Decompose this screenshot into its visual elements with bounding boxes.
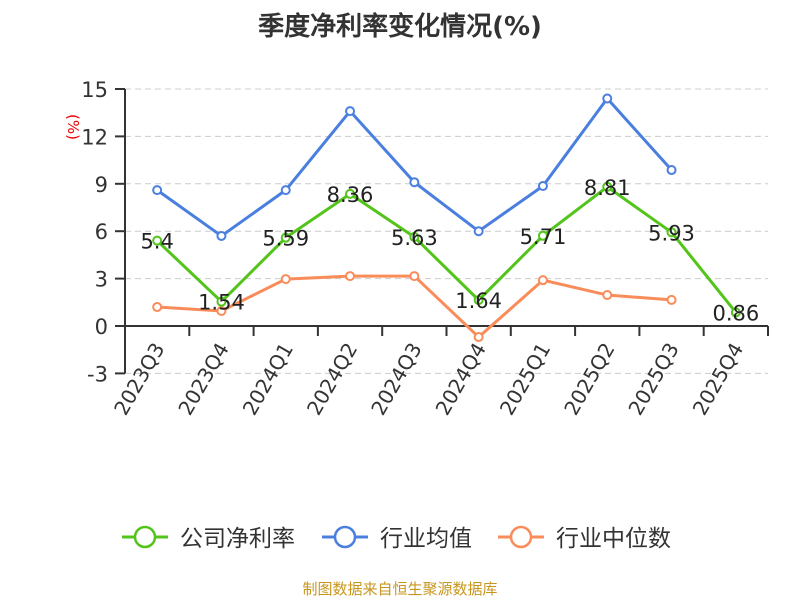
x-tick-label: 2023Q3: [109, 339, 169, 420]
data-label: 5.71: [520, 225, 567, 249]
data-point: [216, 230, 227, 241]
data-point: [345, 106, 356, 117]
x-tick-label: 2025Q2: [559, 339, 619, 420]
data-point: [602, 93, 613, 104]
data-point: [537, 230, 548, 241]
x-tick-label: 2025Q4: [688, 339, 748, 420]
data-point: [409, 232, 420, 243]
data-point: [409, 271, 420, 282]
data-point: [152, 185, 163, 196]
chart-title: 季度净利率变化情况(%): [258, 12, 542, 42]
y-tick-label: 9: [95, 173, 108, 197]
data-label: 5.93: [648, 221, 695, 245]
x-tick-label: 2024Q1: [238, 339, 298, 420]
data-point: [152, 302, 163, 313]
data-label: 5.59: [262, 227, 309, 251]
legend-label: 公司净利率: [180, 526, 295, 552]
data-point: [216, 305, 227, 316]
data-label: 5.4: [140, 230, 173, 254]
data-point: [280, 185, 291, 196]
data-point: [730, 307, 741, 318]
data-label: 5.63: [391, 226, 438, 250]
legend-label: 行业中位数: [556, 526, 671, 552]
x-tick-label: 2025Q1: [495, 339, 555, 420]
data-label: 8.36: [327, 183, 374, 207]
data-point: [152, 235, 163, 246]
series-line-0: [156, 184, 738, 314]
data-point: [473, 332, 484, 343]
legend-marker: [509, 525, 533, 549]
series-line-1: [156, 96, 673, 238]
data-point: [602, 290, 613, 301]
source-note: 制图数据来自恒生聚源数据库: [302, 580, 498, 598]
y-axis-label: (%): [64, 114, 82, 140]
data-point: [280, 232, 291, 243]
data-point: [280, 274, 291, 285]
data-label: 8.81: [584, 176, 631, 200]
data-point: [666, 227, 677, 238]
legend-marker: [333, 525, 357, 549]
data-label: 1.54: [198, 291, 245, 315]
data-point: [666, 294, 677, 305]
x-tick-label: 2024Q3: [366, 339, 426, 420]
y-tick-label: 0: [95, 315, 108, 339]
data-point: [345, 271, 356, 282]
y-tick-label: -3: [87, 362, 108, 386]
data-point: [345, 188, 356, 199]
legend-marker: [133, 525, 157, 549]
x-tick-label: 2023Q4: [173, 339, 233, 420]
data-label: 1.64: [455, 289, 502, 313]
data-point: [473, 226, 484, 237]
data-point: [473, 295, 484, 306]
y-tick-label: 3: [95, 268, 108, 292]
data-point: [409, 177, 420, 188]
data-point: [216, 296, 227, 307]
legend-label: 行业均值: [380, 526, 472, 552]
data-point: [537, 275, 548, 286]
data-point: [666, 165, 677, 176]
x-tick-label: 2024Q2: [302, 339, 362, 420]
data-point: [537, 181, 548, 192]
y-tick-label: 12: [81, 125, 108, 149]
x-tick-label: 2024Q4: [431, 339, 491, 420]
x-tick-label: 2025Q3: [623, 339, 683, 420]
y-tick-label: 15: [81, 78, 108, 102]
y-tick-label: 6: [95, 220, 108, 244]
data-point: [602, 181, 613, 192]
data-label: 0.86: [712, 301, 759, 325]
